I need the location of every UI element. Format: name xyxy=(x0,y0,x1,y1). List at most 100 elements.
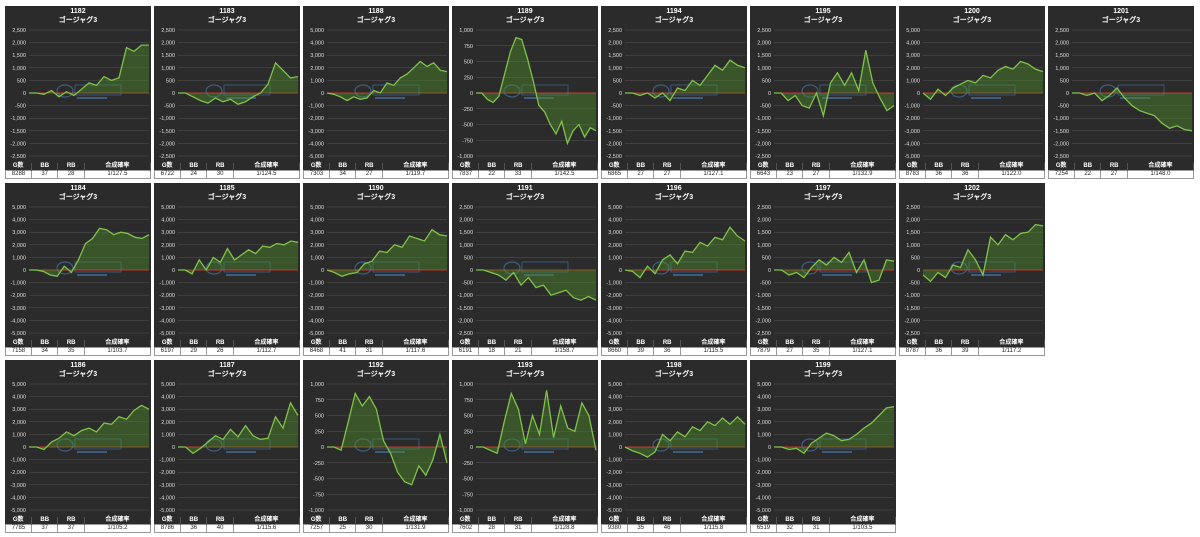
stats-value: 27 xyxy=(653,170,681,179)
chart-subtitle: ゴージャグ3 xyxy=(58,371,98,378)
y-tick-label: -500 xyxy=(909,281,920,287)
y-tick-label: 750 xyxy=(464,398,473,404)
stats-value: 36 xyxy=(924,347,953,356)
stats-value: 36 xyxy=(924,170,953,179)
y-tick-label: 250 xyxy=(464,429,473,435)
stats-header: BB xyxy=(478,163,506,171)
watermark-logo xyxy=(354,84,420,99)
series-line xyxy=(774,251,895,284)
stats-value: 39 xyxy=(951,347,979,356)
y-tick-label: 2,500 xyxy=(459,205,473,211)
stats-header: 合成確率 xyxy=(382,517,450,525)
chart-panel: 1194 ゴージャグ3 2,500 2,000 1,500 1,000 500 0 -500 -1… xyxy=(601,6,748,179)
stats-value: 7254 xyxy=(1048,170,1075,179)
y-tick-label: 1,500 xyxy=(1055,53,1069,59)
y-tick-label: 3,000 xyxy=(757,407,771,413)
y-tick-label: -4,000 xyxy=(308,318,324,324)
y-tick-label: 2,000 xyxy=(906,218,920,224)
y-tick-label: 5,000 xyxy=(310,28,324,34)
chart-title: 1193 xyxy=(517,362,533,369)
y-tick-label: -2,500 xyxy=(755,154,771,160)
y-tick-label: 0 xyxy=(917,268,920,274)
y-tick-label: 3,000 xyxy=(906,53,920,59)
chart-panel: 1182 ゴージャグ3 2,500 2,000 1,500 1,000 500 0 -500 -1… xyxy=(5,6,152,179)
stats-value: 6197 xyxy=(154,347,181,356)
y-tick-label: 0 xyxy=(917,91,920,97)
stats-header: BB xyxy=(776,340,804,348)
plot-area: 2,500 2,000 1,500 1,000 500 0 -500 -1,000 -1,500… xyxy=(755,28,895,160)
series-line xyxy=(29,44,149,98)
plot-area: 1,000 750 500 250 0 -250 -500 -750 -1,000 xyxy=(457,28,597,160)
y-tick-label: 250 xyxy=(315,429,324,435)
series-line xyxy=(624,415,746,458)
y-tick-label: -3,000 xyxy=(159,483,175,489)
y-tick-label: 0 xyxy=(23,91,26,97)
y-tick-label: -1,000 xyxy=(755,458,771,464)
stats-value: 35 xyxy=(57,347,85,356)
series-line xyxy=(327,391,448,486)
y-tick-label: -4,000 xyxy=(755,495,771,501)
stats-header: BB xyxy=(329,163,357,171)
stats-header: 合成確率 xyxy=(382,163,450,171)
stats-header: RB xyxy=(802,517,830,525)
y-tick-label: 500 xyxy=(613,78,622,84)
y-tick-label: -500 xyxy=(164,104,175,110)
y-tick-label: -1,000 xyxy=(10,116,26,122)
stats-header: RB xyxy=(1100,163,1128,171)
stats-value: 1/142.5 xyxy=(530,170,599,179)
y-tick-label: -750 xyxy=(462,138,473,144)
y-tick-label: 0 xyxy=(619,268,622,274)
chart-title: 1201 xyxy=(1113,8,1129,15)
y-tick-label: -2,000 xyxy=(308,293,324,299)
y-tick-label: -2,000 xyxy=(606,293,622,299)
stats-table: G数 BB RB 合成確率 7602 28 31 1/128.8 xyxy=(452,517,599,533)
chart-panel: 1191 ゴージャグ3 2,500 2,000 1,500 1,000 500 0 -500 -1… xyxy=(452,183,599,356)
y-tick-label: -2,000 xyxy=(308,116,324,122)
stats-table: G数 BB RB 合成確率 6519 32 31 1/103.5 xyxy=(750,517,897,533)
stats-header: G数 xyxy=(601,517,628,525)
plot-area: 5,000 4,000 3,000 2,000 1,000 0 -1,000 -2,000 -3… xyxy=(159,382,299,514)
y-tick-label: 0 xyxy=(321,268,324,274)
stats-header: G数 xyxy=(1048,163,1075,171)
stats-value: 6722 xyxy=(154,170,181,179)
y-tick-label: -500 xyxy=(462,281,473,287)
y-tick-label: 1,000 xyxy=(459,243,473,249)
y-tick-label: 250 xyxy=(464,75,473,81)
y-tick-label: -4,000 xyxy=(606,318,622,324)
y-tick-label: -5,000 xyxy=(10,508,26,514)
stats-header: 合成確率 xyxy=(531,340,599,348)
stats-value: 1/127.1 xyxy=(828,347,897,356)
stats-header: 合成確率 xyxy=(680,517,748,525)
stats-header: G数 xyxy=(452,340,479,348)
y-tick-label: 2,000 xyxy=(161,420,175,426)
stats-value: 8787 xyxy=(899,347,926,356)
y-tick-label: 3,000 xyxy=(161,407,175,413)
y-tick-label: 0 xyxy=(768,445,771,451)
y-tick-label: 1,000 xyxy=(757,432,771,438)
stats-value: 1/105.2 xyxy=(83,524,152,533)
chart-title: 1186 xyxy=(70,362,86,369)
y-tick-label: 3,000 xyxy=(12,407,26,413)
plot-area: 5,000 4,000 3,000 2,000 1,000 0 -1,000 -2,000 -3… xyxy=(159,205,299,337)
y-tick-label: -500 xyxy=(760,104,771,110)
chart-subtitle: ゴージャグ3 xyxy=(505,371,545,378)
stats-header: 合成確率 xyxy=(978,340,1046,348)
stats-header: 合成確率 xyxy=(233,517,301,525)
y-tick-label: 0 xyxy=(470,268,473,274)
y-tick-label: 2,000 xyxy=(310,243,324,249)
series-line xyxy=(625,59,746,102)
stats-value: 31 xyxy=(355,347,383,356)
stats-header: 合成確率 xyxy=(680,340,748,348)
chart-title: 1188 xyxy=(368,8,384,15)
chart-subtitle: ゴージャグ3 xyxy=(952,17,992,24)
y-tick-label: 4,000 xyxy=(608,218,622,224)
chart-panel: 1200 ゴージャグ3 5,000 4,000 3,000 2,000 1,000 0 -1,0… xyxy=(899,6,1046,179)
y-tick-label: 0 xyxy=(470,91,473,97)
chart-subtitle: ゴージャグ3 xyxy=(803,194,843,201)
y-tick-label: -2,000 xyxy=(904,116,920,122)
plot-area: 1,000 750 500 250 0 -250 -500 -750 -1,000 xyxy=(308,382,448,514)
chart-subtitle: ゴージャグ3 xyxy=(356,371,396,378)
y-tick-label: 1,500 xyxy=(459,230,473,236)
y-tick-label: -2,000 xyxy=(904,318,920,324)
stats-value: 1/127.5 xyxy=(83,170,152,179)
